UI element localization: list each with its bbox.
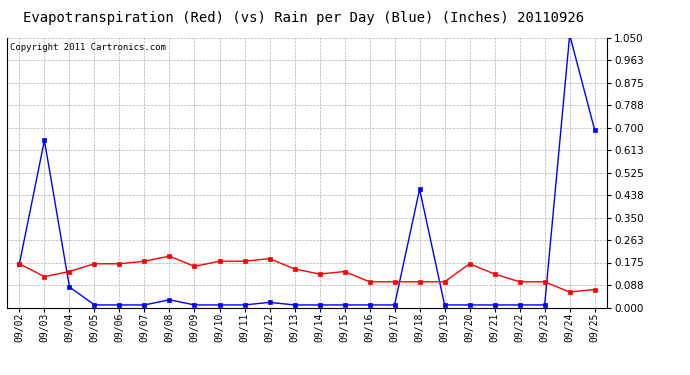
Text: Evapotranspiration (Red) (vs) Rain per Day (Blue) (Inches) 20110926: Evapotranspiration (Red) (vs) Rain per D… <box>23 11 584 25</box>
Text: Copyright 2011 Cartronics.com: Copyright 2011 Cartronics.com <box>10 43 166 52</box>
